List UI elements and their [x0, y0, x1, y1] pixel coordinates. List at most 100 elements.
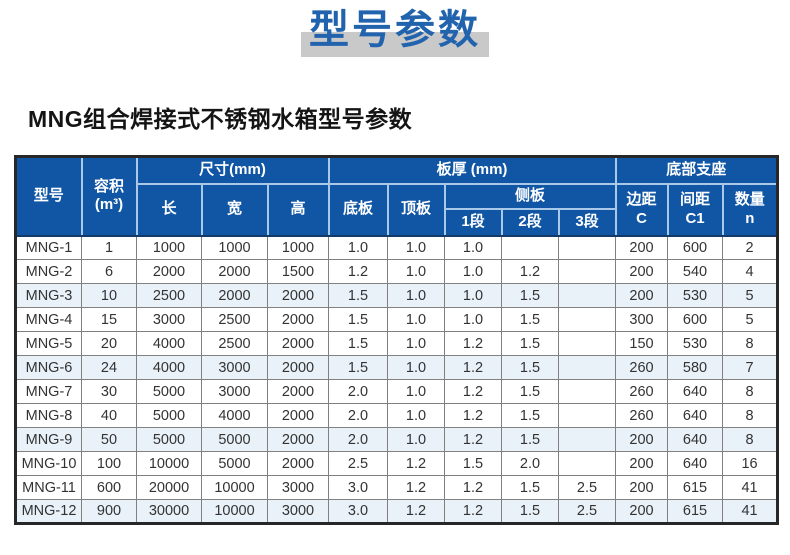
segment1-cell: 1.0 [444, 307, 502, 332]
length-cell: 30000 [136, 499, 202, 524]
table-row: MNG-8 40 5000 4000 2000 2.0 1.0 1.2 1.5 260 640 8 [15, 403, 779, 428]
height-cell: 2000 [267, 403, 329, 428]
table-row: MNG-5 20 4000 2500 2000 1.5 1.0 1.2 1.5 150 530 8 [15, 331, 779, 356]
bottom-plate-cell: 2.0 [328, 427, 388, 452]
bottom-plate-cell: 1.5 [328, 355, 388, 380]
top-plate-cell: 1.0 [387, 403, 445, 428]
model-cell: MNG-12 [15, 499, 82, 524]
segment2-cell: 1.5 [501, 307, 559, 332]
height-cell: 3000 [267, 499, 329, 524]
bottom-plate-cell: 1.5 [328, 307, 388, 332]
bottom-plate-cell: 2.0 [328, 403, 388, 428]
model-cell: MNG-8 [15, 403, 82, 428]
capacity-cell: 1 [81, 235, 137, 260]
edge-c-cell: 300 [615, 307, 669, 332]
height-cell: 2000 [267, 355, 329, 380]
length-cell: 2500 [136, 283, 202, 308]
capacity-cell: 100 [81, 451, 137, 476]
segment1-cell: 1.2 [444, 403, 502, 428]
segment3-cell [557, 379, 617, 404]
quantity-n-cell: 5 [722, 283, 779, 308]
spacing-c1-cell: 615 [667, 475, 724, 500]
length-cell: 5000 [136, 379, 202, 404]
edge-c-cell: 200 [615, 427, 669, 452]
height-cell: 2000 [267, 283, 329, 308]
bottom-plate-cell: 3.0 [328, 475, 388, 500]
capacity-label-line1: 容积 [93, 177, 124, 195]
top-plate-cell: 1.0 [387, 331, 445, 356]
segment3-cell [557, 355, 617, 380]
height-cell: 2000 [267, 331, 329, 356]
top-plate-cell: 1.2 [387, 451, 445, 476]
width-cell: 4000 [201, 403, 268, 428]
height-cell: 3000 [267, 475, 329, 500]
width-cell: 2000 [201, 283, 268, 308]
bottom-plate-cell: 1.2 [328, 259, 388, 284]
col-header-spacing: 间距 C1 [666, 182, 724, 237]
spacing-c1-cell: 640 [667, 451, 724, 476]
quantity-n-cell: 7 [722, 355, 779, 380]
width-cell: 2000 [201, 259, 268, 284]
length-cell: 1000 [136, 235, 202, 260]
quantity-n-cell: 2 [722, 235, 779, 260]
segment3-cell [557, 259, 617, 284]
quantity-label-line2: n [745, 209, 755, 227]
capacity-cell: 15 [81, 307, 137, 332]
segment1-cell: 1.2 [444, 331, 502, 356]
edge-c-cell: 200 [615, 259, 669, 284]
spacing-c1-cell: 530 [667, 283, 724, 308]
col-header-bottom-plate: 底板 [327, 182, 389, 237]
spacing-c1-cell: 640 [667, 427, 724, 452]
length-cell: 20000 [136, 475, 202, 500]
capacity-cell: 10 [81, 283, 137, 308]
edge-c-cell: 260 [615, 379, 669, 404]
col-header-segment3: 3段 [557, 207, 617, 237]
edge-c-cell: 200 [615, 475, 669, 500]
quantity-n-cell: 41 [722, 475, 779, 500]
segment3-cell [557, 427, 617, 452]
capacity-cell: 6 [81, 259, 137, 284]
segment1-cell: 1.2 [444, 499, 502, 524]
segment1-cell: 1.0 [444, 259, 502, 284]
col-header-top-plate: 顶板 [386, 182, 446, 237]
col-header-segment2: 2段 [500, 207, 560, 237]
segment2-cell: 1.5 [501, 331, 559, 356]
capacity-cell: 20 [81, 331, 137, 356]
spacing-c1-cell: 580 [667, 355, 724, 380]
spacing-c1-cell: 640 [667, 379, 724, 404]
model-cell: MNG-4 [15, 307, 82, 332]
model-cell: MNG-2 [15, 259, 82, 284]
quantity-n-cell: 8 [722, 331, 779, 356]
col-header-segment1: 1段 [443, 207, 503, 237]
top-plate-cell: 1.0 [387, 283, 445, 308]
top-plate-cell: 1.2 [387, 475, 445, 500]
height-cell: 2000 [267, 307, 329, 332]
edge-c-cell: 260 [615, 403, 669, 428]
model-cell: MNG-5 [15, 331, 82, 356]
width-cell: 2500 [201, 307, 268, 332]
top-plate-cell: 1.0 [387, 379, 445, 404]
bottom-plate-cell: 2.5 [328, 451, 388, 476]
table-row: MNG-9 50 5000 5000 2000 2.0 1.0 1.2 1.5 200 640 8 [15, 427, 779, 452]
segment1-cell: 1.0 [444, 283, 502, 308]
model-cell: MNG-1 [15, 235, 82, 260]
segment3-cell: 2.5 [557, 499, 617, 524]
width-cell: 10000 [201, 499, 268, 524]
col-header-height: 高 [266, 182, 330, 237]
bottom-plate-cell: 1.0 [328, 235, 388, 260]
group-header-support: 底部支座 [614, 155, 779, 185]
col-header-capacity: 容积 (m³) [80, 155, 138, 237]
length-cell: 5000 [136, 427, 202, 452]
quantity-n-cell: 16 [722, 451, 779, 476]
model-cell: MNG-6 [15, 355, 82, 380]
segment3-cell [557, 451, 617, 476]
segment1-cell: 1.2 [444, 379, 502, 404]
segment1-cell: 1.2 [444, 427, 502, 452]
width-cell: 2500 [201, 331, 268, 356]
segment3-cell [557, 283, 617, 308]
segment2-cell: 1.5 [501, 475, 559, 500]
col-header-edge-distance: 边距 C [614, 182, 669, 237]
section-title: MNG组合焊接式不锈钢水箱型号参数 [28, 106, 413, 132]
width-cell: 3000 [201, 355, 268, 380]
capacity-cell: 50 [81, 427, 137, 452]
